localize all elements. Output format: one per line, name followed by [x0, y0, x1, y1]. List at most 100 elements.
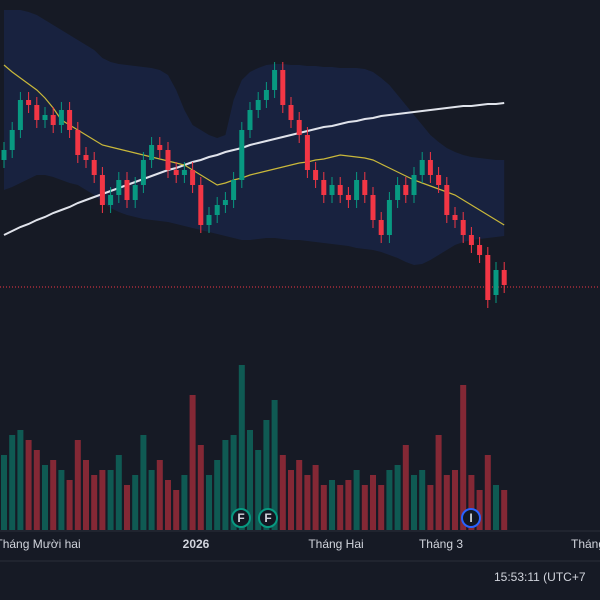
event-marker[interactable]: [258, 508, 278, 528]
volume-bar: [263, 420, 270, 530]
volume-bar: [427, 485, 434, 530]
candle-body: [345, 195, 351, 200]
candle-body: [436, 175, 442, 185]
candle-body: [157, 145, 163, 150]
volume-bar: [17, 430, 24, 530]
volume-bar: [58, 470, 65, 530]
candle-body: [460, 220, 466, 235]
volume-bar: [222, 440, 229, 530]
moving-average: [3, 102, 505, 236]
volume-bar: [181, 475, 188, 530]
candle-body: [173, 170, 179, 175]
candle-body: [149, 145, 155, 160]
volume-bar: [66, 480, 73, 530]
volume-bar: [132, 475, 139, 530]
candle-body: [313, 170, 319, 180]
volume-bar: [386, 470, 393, 530]
volume-bar: [501, 490, 508, 530]
volume-bar: [99, 470, 106, 530]
volume-bar: [443, 475, 450, 530]
candle-body: [288, 105, 294, 120]
volume-bar: [255, 450, 262, 530]
candle-body: [26, 100, 32, 105]
candle-body: [321, 180, 327, 195]
candle-body: [91, 160, 97, 175]
candle-body: [452, 215, 458, 220]
candle-body: [239, 130, 245, 180]
volume-bar: [304, 475, 311, 530]
candle-body: [411, 175, 417, 195]
candle-body: [231, 180, 237, 200]
volume-bar: [189, 395, 196, 530]
candle-body: [214, 205, 220, 215]
volume-bar: [115, 455, 122, 530]
volume-bar: [33, 450, 40, 530]
candle-body: [329, 185, 335, 195]
event-label: F: [264, 511, 271, 525]
volume-bar: [394, 465, 401, 530]
volume-bar: [345, 480, 352, 530]
candle-body: [304, 135, 310, 170]
volume-bar: [9, 435, 16, 530]
event-marker[interactable]: [231, 508, 251, 528]
volume-bar: [452, 470, 458, 530]
volume-bar: [468, 475, 475, 530]
volume-bar: [74, 440, 81, 530]
event-marker[interactable]: [461, 508, 481, 528]
volume-bar: [124, 485, 130, 530]
volume-bar: [206, 475, 212, 530]
volume-bar: [238, 365, 245, 530]
volume-bar: [91, 475, 98, 530]
candle-body: [190, 170, 196, 185]
candle-body: [34, 105, 40, 120]
candle-body: [255, 100, 261, 110]
event-label: F: [237, 511, 244, 525]
candle-body: [42, 115, 48, 120]
volume-bar: [312, 465, 319, 530]
candle-body: [124, 180, 130, 200]
volume-bar: [50, 460, 57, 530]
volume-bar: [484, 455, 491, 530]
volume-bar: [370, 475, 376, 530]
volume-bar: [42, 465, 48, 530]
candle-body: [50, 115, 56, 125]
candle-body: [222, 200, 228, 205]
candle-body: [116, 180, 122, 195]
x-axis-label: 2026: [183, 537, 210, 551]
candle-body: [83, 155, 89, 160]
volume-bar: [476, 490, 483, 530]
candle-body: [378, 220, 384, 235]
volume-bar: [337, 485, 344, 530]
candle-body: [99, 175, 105, 205]
x-axis-label: Tháng Hai: [308, 537, 363, 551]
candle-body: [444, 185, 450, 215]
volume-bar: [271, 400, 278, 530]
candle-body: [493, 270, 499, 295]
candle-body: [75, 130, 81, 155]
volume-bar: [165, 480, 171, 530]
candle-body: [468, 235, 474, 245]
volume-bar: [214, 460, 221, 530]
candle-body: [17, 100, 23, 130]
volume-bar: [493, 485, 499, 530]
candle-body: [58, 110, 64, 125]
volume-bar: [435, 435, 442, 530]
band-area: [4, 10, 505, 265]
volume-bar: [353, 470, 360, 530]
candle-body: [386, 200, 392, 235]
candle-body: [67, 110, 73, 130]
volume-bar: [230, 435, 237, 530]
candle-body: [485, 255, 491, 300]
volume-bar: [156, 460, 163, 530]
candle-body: [140, 160, 146, 185]
candle-body: [501, 270, 507, 285]
candle-body: [337, 185, 343, 195]
candle-body: [1, 150, 7, 160]
volume-bar: [460, 385, 467, 530]
candle-body: [362, 180, 368, 195]
candle-body: [403, 185, 409, 195]
volume-bar: [148, 470, 155, 530]
volume-bar: [320, 485, 327, 530]
candle-body: [181, 170, 187, 175]
volume-bar: [1, 455, 7, 530]
